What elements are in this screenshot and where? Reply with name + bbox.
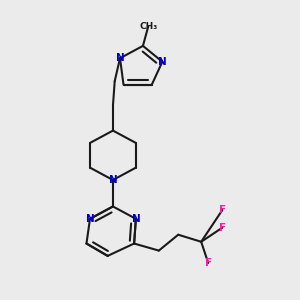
Text: F: F (219, 205, 226, 215)
Text: F: F (205, 258, 212, 268)
Text: N: N (116, 53, 124, 63)
Text: N: N (109, 175, 117, 185)
Text: CH₃: CH₃ (139, 22, 158, 31)
Text: N: N (131, 214, 140, 224)
Text: F: F (219, 223, 226, 232)
Text: N: N (158, 57, 167, 67)
Text: N: N (85, 214, 94, 224)
